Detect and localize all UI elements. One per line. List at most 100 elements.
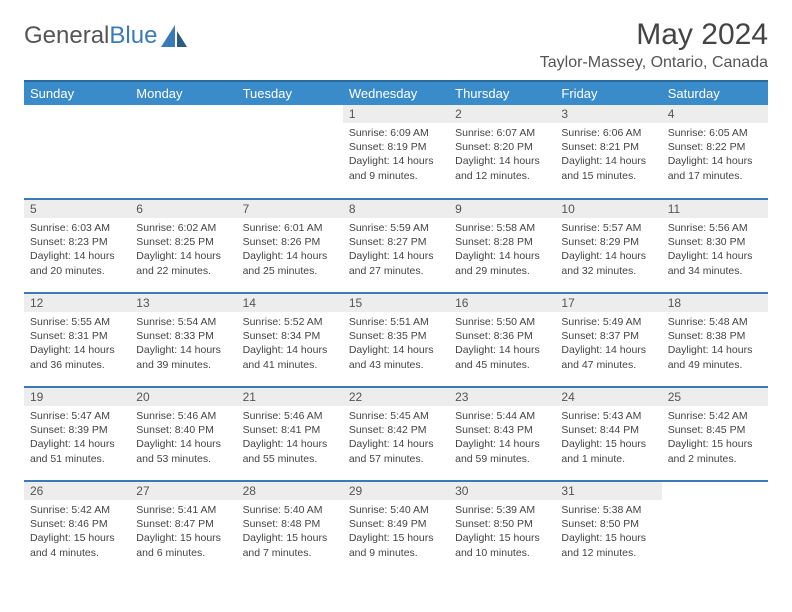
day-line: and 41 minutes.: [243, 358, 337, 372]
calendar-cell: [130, 105, 236, 199]
day-line: Sunrise: 5:45 AM: [349, 409, 443, 423]
day-line: Daylight: 14 hours: [349, 343, 443, 357]
day-data: Sunrise: 5:39 AMSunset: 8:50 PMDaylight:…: [449, 500, 555, 564]
day-number: 21: [237, 388, 343, 406]
day-number: 23: [449, 388, 555, 406]
day-number: 11: [662, 200, 768, 218]
day-line: Sunset: 8:37 PM: [561, 329, 655, 343]
weekday-header: Tuesday: [237, 81, 343, 105]
day-line: Sunset: 8:42 PM: [349, 423, 443, 437]
calendar-row: 12Sunrise: 5:55 AMSunset: 8:31 PMDayligh…: [24, 293, 768, 387]
day-line: Sunrise: 5:47 AM: [30, 409, 124, 423]
day-data: Sunrise: 5:54 AMSunset: 8:33 PMDaylight:…: [130, 312, 236, 376]
day-number: 18: [662, 294, 768, 312]
day-line: Sunrise: 6:03 AM: [30, 221, 124, 235]
day-line: Sunrise: 5:58 AM: [455, 221, 549, 235]
day-line: Sunrise: 5:59 AM: [349, 221, 443, 235]
day-line: and 22 minutes.: [136, 264, 230, 278]
day-number: 7: [237, 200, 343, 218]
weekday-header: Thursday: [449, 81, 555, 105]
day-line: Sunset: 8:50 PM: [455, 517, 549, 531]
day-data: Sunrise: 6:06 AMSunset: 8:21 PMDaylight:…: [555, 123, 661, 187]
calendar-cell: 18Sunrise: 5:48 AMSunset: 8:38 PMDayligh…: [662, 293, 768, 387]
weekday-header: Sunday: [24, 81, 130, 105]
day-line: and 2 minutes.: [668, 452, 762, 466]
day-line: Sunset: 8:30 PM: [668, 235, 762, 249]
day-data: Sunrise: 6:03 AMSunset: 8:23 PMDaylight:…: [24, 218, 130, 282]
day-line: and 15 minutes.: [561, 169, 655, 183]
calendar-cell: 15Sunrise: 5:51 AMSunset: 8:35 PMDayligh…: [343, 293, 449, 387]
logo: GeneralBlue: [24, 22, 187, 50]
day-number: 17: [555, 294, 661, 312]
day-number: 9: [449, 200, 555, 218]
calendar-cell: 13Sunrise: 5:54 AMSunset: 8:33 PMDayligh…: [130, 293, 236, 387]
day-line: Sunrise: 6:07 AM: [455, 126, 549, 140]
day-line: Sunrise: 5:46 AM: [136, 409, 230, 423]
day-data: Sunrise: 5:44 AMSunset: 8:43 PMDaylight:…: [449, 406, 555, 470]
day-data: Sunrise: 5:45 AMSunset: 8:42 PMDaylight:…: [343, 406, 449, 470]
day-line: and 29 minutes.: [455, 264, 549, 278]
day-number: 26: [24, 482, 130, 500]
day-line: Sunrise: 5:48 AM: [668, 315, 762, 329]
day-data: Sunrise: 5:56 AMSunset: 8:30 PMDaylight:…: [662, 218, 768, 282]
calendar-cell: 11Sunrise: 5:56 AMSunset: 8:30 PMDayligh…: [662, 199, 768, 293]
calendar-row: 26Sunrise: 5:42 AMSunset: 8:46 PMDayligh…: [24, 481, 768, 575]
day-number: 25: [662, 388, 768, 406]
calendar-cell: 2Sunrise: 6:07 AMSunset: 8:20 PMDaylight…: [449, 105, 555, 199]
day-line: Sunset: 8:29 PM: [561, 235, 655, 249]
day-line: and 57 minutes.: [349, 452, 443, 466]
day-data: Sunrise: 5:46 AMSunset: 8:40 PMDaylight:…: [130, 406, 236, 470]
day-line: Sunset: 8:35 PM: [349, 329, 443, 343]
day-line: Sunrise: 5:40 AM: [243, 503, 337, 517]
calendar-row: 1Sunrise: 6:09 AMSunset: 8:19 PMDaylight…: [24, 105, 768, 199]
day-line: Daylight: 14 hours: [455, 343, 549, 357]
calendar-cell: 9Sunrise: 5:58 AMSunset: 8:28 PMDaylight…: [449, 199, 555, 293]
day-number: 28: [237, 482, 343, 500]
day-line: Daylight: 14 hours: [455, 154, 549, 168]
day-line: Sunset: 8:20 PM: [455, 140, 549, 154]
day-line: Sunset: 8:34 PM: [243, 329, 337, 343]
weekday-header: Monday: [130, 81, 236, 105]
day-line: Sunset: 8:21 PM: [561, 140, 655, 154]
day-line: Daylight: 14 hours: [455, 249, 549, 263]
day-line: and 12 minutes.: [455, 169, 549, 183]
day-data: Sunrise: 6:07 AMSunset: 8:20 PMDaylight:…: [449, 123, 555, 187]
calendar-cell: 25Sunrise: 5:42 AMSunset: 8:45 PMDayligh…: [662, 387, 768, 481]
day-line: and 49 minutes.: [668, 358, 762, 372]
day-line: and 39 minutes.: [136, 358, 230, 372]
day-line: Sunrise: 6:06 AM: [561, 126, 655, 140]
day-line: Sunrise: 5:51 AM: [349, 315, 443, 329]
day-line: and 20 minutes.: [30, 264, 124, 278]
day-line: Sunset: 8:31 PM: [30, 329, 124, 343]
day-line: and 9 minutes.: [349, 546, 443, 560]
logo-text-2: Blue: [109, 22, 157, 50]
calendar-cell: 28Sunrise: 5:40 AMSunset: 8:48 PMDayligh…: [237, 481, 343, 575]
day-line: and 6 minutes.: [136, 546, 230, 560]
day-line: Daylight: 14 hours: [243, 249, 337, 263]
day-line: Sunset: 8:28 PM: [455, 235, 549, 249]
day-line: Daylight: 14 hours: [455, 437, 549, 451]
day-line: Sunrise: 5:41 AM: [136, 503, 230, 517]
weekday-header: Saturday: [662, 81, 768, 105]
location: Taylor-Massey, Ontario, Canada: [540, 54, 768, 72]
weekday-header: Wednesday: [343, 81, 449, 105]
day-data: Sunrise: 5:51 AMSunset: 8:35 PMDaylight:…: [343, 312, 449, 376]
day-line: Daylight: 14 hours: [243, 343, 337, 357]
day-data: Sunrise: 5:43 AMSunset: 8:44 PMDaylight:…: [555, 406, 661, 470]
calendar-cell: 31Sunrise: 5:38 AMSunset: 8:50 PMDayligh…: [555, 481, 661, 575]
day-line: and 34 minutes.: [668, 264, 762, 278]
day-number: 3: [555, 105, 661, 123]
day-line: Sunset: 8:22 PM: [668, 140, 762, 154]
calendar-cell: 12Sunrise: 5:55 AMSunset: 8:31 PMDayligh…: [24, 293, 130, 387]
day-line: Sunrise: 5:38 AM: [561, 503, 655, 517]
day-data: Sunrise: 5:40 AMSunset: 8:48 PMDaylight:…: [237, 500, 343, 564]
calendar-cell: [237, 105, 343, 199]
day-line: and 4 minutes.: [30, 546, 124, 560]
title-block: May 2024 Taylor-Massey, Ontario, Canada: [540, 18, 768, 72]
day-line: Sunrise: 5:57 AM: [561, 221, 655, 235]
calendar-cell: 1Sunrise: 6:09 AMSunset: 8:19 PMDaylight…: [343, 105, 449, 199]
day-line: Sunset: 8:43 PM: [455, 423, 549, 437]
day-data: Sunrise: 6:05 AMSunset: 8:22 PMDaylight:…: [662, 123, 768, 187]
day-data: Sunrise: 6:09 AMSunset: 8:19 PMDaylight:…: [343, 123, 449, 187]
day-data: Sunrise: 5:58 AMSunset: 8:28 PMDaylight:…: [449, 218, 555, 282]
